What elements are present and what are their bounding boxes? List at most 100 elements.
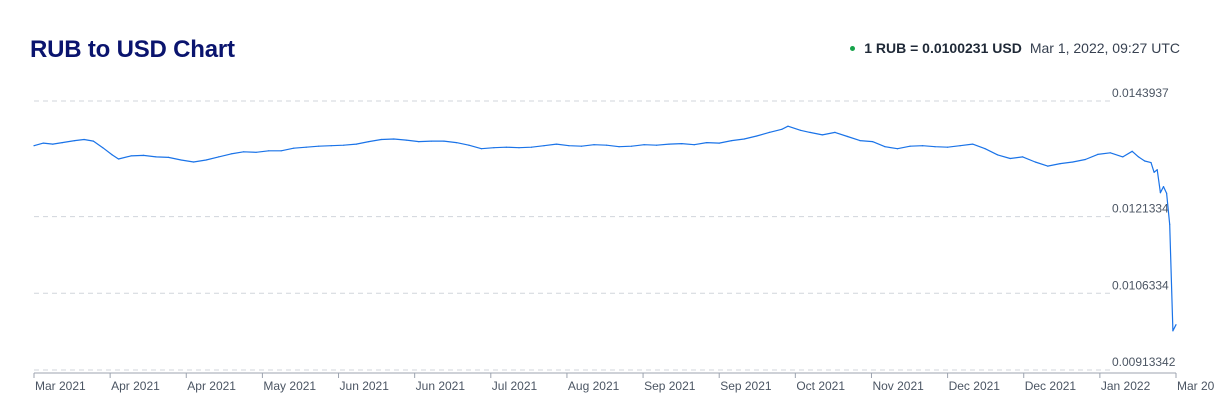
data-point — [555, 143, 558, 145]
data-point — [1175, 324, 1177, 326]
data-point — [230, 153, 232, 155]
data-point — [330, 145, 332, 147]
rate-line-series — [33, 125, 1177, 332]
x-tick-label: Jul 2021 — [492, 379, 538, 393]
gridlines — [34, 100, 1112, 371]
data-point — [1144, 160, 1146, 162]
data-point — [643, 144, 645, 146]
data-point — [368, 141, 370, 143]
data-point — [934, 146, 936, 148]
data-point — [530, 146, 533, 148]
live-status-dot — [850, 45, 856, 51]
data-point — [1150, 162, 1152, 164]
data-point — [1159, 192, 1161, 194]
data-point — [52, 143, 54, 145]
data-point — [1156, 169, 1158, 171]
x-tick-label: Apr 2021 — [111, 379, 160, 393]
data-point — [922, 145, 924, 147]
x-axis-labels: Mar 2021 Apr 2021 Apr 2021 May 2021 Jun 2021… — [33, 373, 1214, 393]
data-point — [393, 138, 395, 140]
data-point — [1009, 157, 1011, 160]
rate-value: 1 RUB = 0.0100231 USD — [864, 40, 1022, 56]
data-point — [543, 145, 545, 147]
series — [33, 125, 1177, 332]
data-point — [959, 145, 961, 147]
data-point — [255, 151, 257, 153]
data-point — [593, 144, 595, 146]
data-point — [167, 156, 170, 158]
data-point — [768, 131, 770, 133]
data-point — [756, 135, 758, 137]
data-point — [218, 156, 220, 158]
data-point — [787, 125, 789, 127]
current-rate: 1 RUB = 0.0100231 USD Mar 1, 2022, 09:27… — [850, 40, 1180, 56]
data-point — [1137, 156, 1140, 158]
data-point — [799, 129, 802, 131]
x-tick-label: Sep 2021 — [720, 379, 772, 393]
data-point — [743, 138, 745, 140]
x-tick-label: Dec 2021 — [949, 379, 1001, 393]
y-tick-label: 0.0143937 — [1112, 86, 1169, 100]
data-point — [61, 142, 63, 144]
data-point — [405, 139, 407, 141]
data-point — [305, 146, 307, 148]
data-point — [821, 134, 824, 136]
data-point — [1034, 161, 1036, 163]
data-point — [693, 144, 695, 146]
data-point — [280, 150, 282, 152]
data-point — [293, 147, 295, 149]
data-point — [997, 154, 999, 156]
data-point — [83, 138, 85, 141]
data-point — [1131, 150, 1133, 152]
x-tick-label: Jun 2021 — [416, 379, 466, 393]
data-point — [318, 145, 320, 147]
data-point — [1022, 156, 1024, 158]
x-tick-label: Dec 2021 — [1025, 379, 1077, 393]
chart-title: RUB to USD Chart — [30, 36, 235, 63]
data-point — [1059, 163, 1061, 165]
data-point — [343, 144, 345, 146]
data-point — [180, 159, 182, 161]
data-point — [1122, 156, 1124, 158]
x-tick-label: Mar 2021 — [35, 379, 86, 393]
x-tick-label: Sep 2021 — [644, 379, 696, 393]
x-tick-label: Jun 2021 — [340, 379, 390, 393]
data-point — [518, 147, 520, 149]
data-point — [884, 146, 886, 148]
y-tick-label: 0.0121334 — [1112, 202, 1169, 216]
data-point — [947, 146, 949, 148]
data-point — [1166, 192, 1168, 194]
data-point — [380, 138, 382, 141]
x-tick-label: Oct 2021 — [796, 379, 845, 393]
data-point — [430, 140, 432, 142]
data-point — [568, 145, 570, 147]
rate-timestamp: Mar 1, 2022, 09:27 UTC — [1029, 40, 1180, 56]
data-point — [1162, 186, 1165, 188]
x-tick-label: Apr 2021 — [187, 379, 236, 393]
data-point — [618, 146, 620, 148]
data-point — [681, 143, 683, 145]
data-point — [142, 154, 145, 156]
y-tick-label: 0.00913342 — [1112, 355, 1176, 369]
data-point — [1169, 223, 1171, 225]
data-point — [92, 140, 94, 142]
data-point — [443, 140, 445, 142]
data-point — [1047, 165, 1049, 167]
data-point — [1097, 153, 1099, 155]
x-tick-label: Jan 2022 — [1101, 379, 1151, 393]
data-point — [74, 140, 76, 142]
data-point — [480, 148, 482, 150]
data-point — [871, 141, 874, 143]
data-point — [859, 140, 861, 142]
y-tick-label: 0.0106334 — [1112, 278, 1169, 292]
data-point — [631, 145, 633, 147]
x-tick-label: Aug 2021 — [568, 379, 620, 393]
data-point — [984, 148, 986, 150]
data-point — [606, 144, 608, 146]
data-point — [718, 142, 720, 144]
data-point — [846, 135, 849, 138]
data-point — [1084, 158, 1086, 161]
data-point — [117, 158, 120, 160]
data-point — [455, 142, 457, 144]
